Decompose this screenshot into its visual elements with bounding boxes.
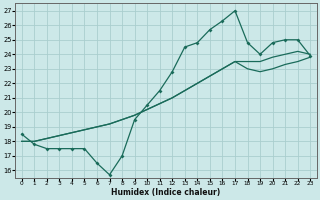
X-axis label: Humidex (Indice chaleur): Humidex (Indice chaleur) — [111, 188, 220, 197]
